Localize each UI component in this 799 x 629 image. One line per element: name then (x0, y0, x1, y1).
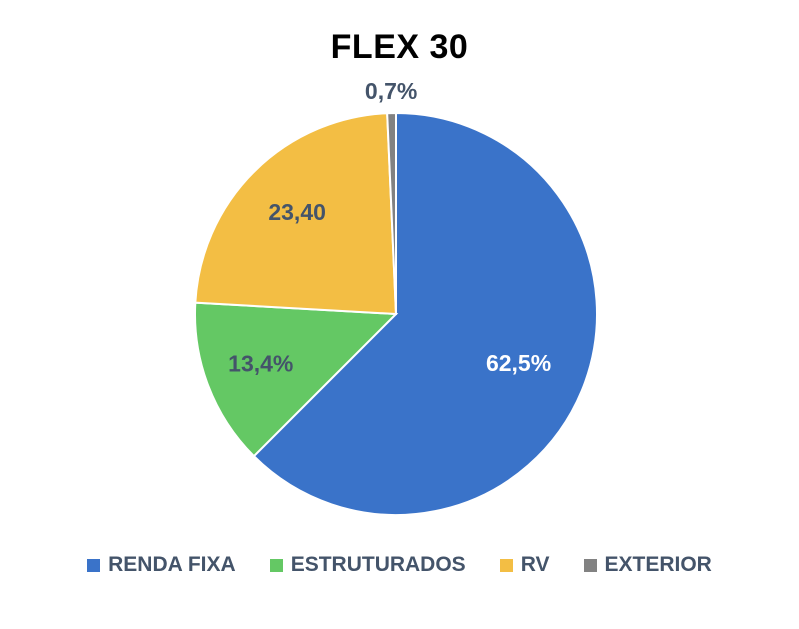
data-label-estruturados: 13,4% (228, 351, 293, 377)
pie-slice-exterior (386, 111, 397, 315)
legend-label-estruturados: ESTRUTURADOS (290, 553, 466, 576)
legend-label-renda-fixa: RENDA FIXA (108, 553, 236, 576)
legend-swatch-exterior (583, 558, 597, 572)
legend-label-rv: RV (520, 553, 550, 576)
pie-chart: 62,5% 13,4% 23,40 0,7% (194, 78, 598, 516)
legend-swatch-renda-fixa (87, 558, 101, 572)
legend-swatch-rv (499, 558, 513, 572)
legend-item-renda-fixa: RENDA FIXA (87, 553, 236, 577)
legend: RENDA FIXA ESTRUTURADOS RV EXTERIOR (0, 553, 799, 577)
legend-item-rv: RV (499, 553, 550, 577)
chart-title: FLEX 30 (330, 28, 469, 66)
pie-slice-estruturados (194, 301, 399, 458)
pie-slice-renda-fixa (252, 111, 598, 516)
data-label-rv: 23,40 (268, 199, 326, 225)
data-label-renda-fixa: 62,5% (486, 350, 551, 376)
pie-slice-rv (194, 112, 398, 316)
legend-label-exterior: EXTERIOR (604, 553, 712, 576)
legend-swatch-estruturados (269, 558, 283, 572)
legend-item-exterior: EXTERIOR (583, 553, 712, 577)
data-label-exterior: 0,7% (365, 78, 417, 104)
legend-item-estruturados: ESTRUTURADOS (269, 553, 466, 577)
